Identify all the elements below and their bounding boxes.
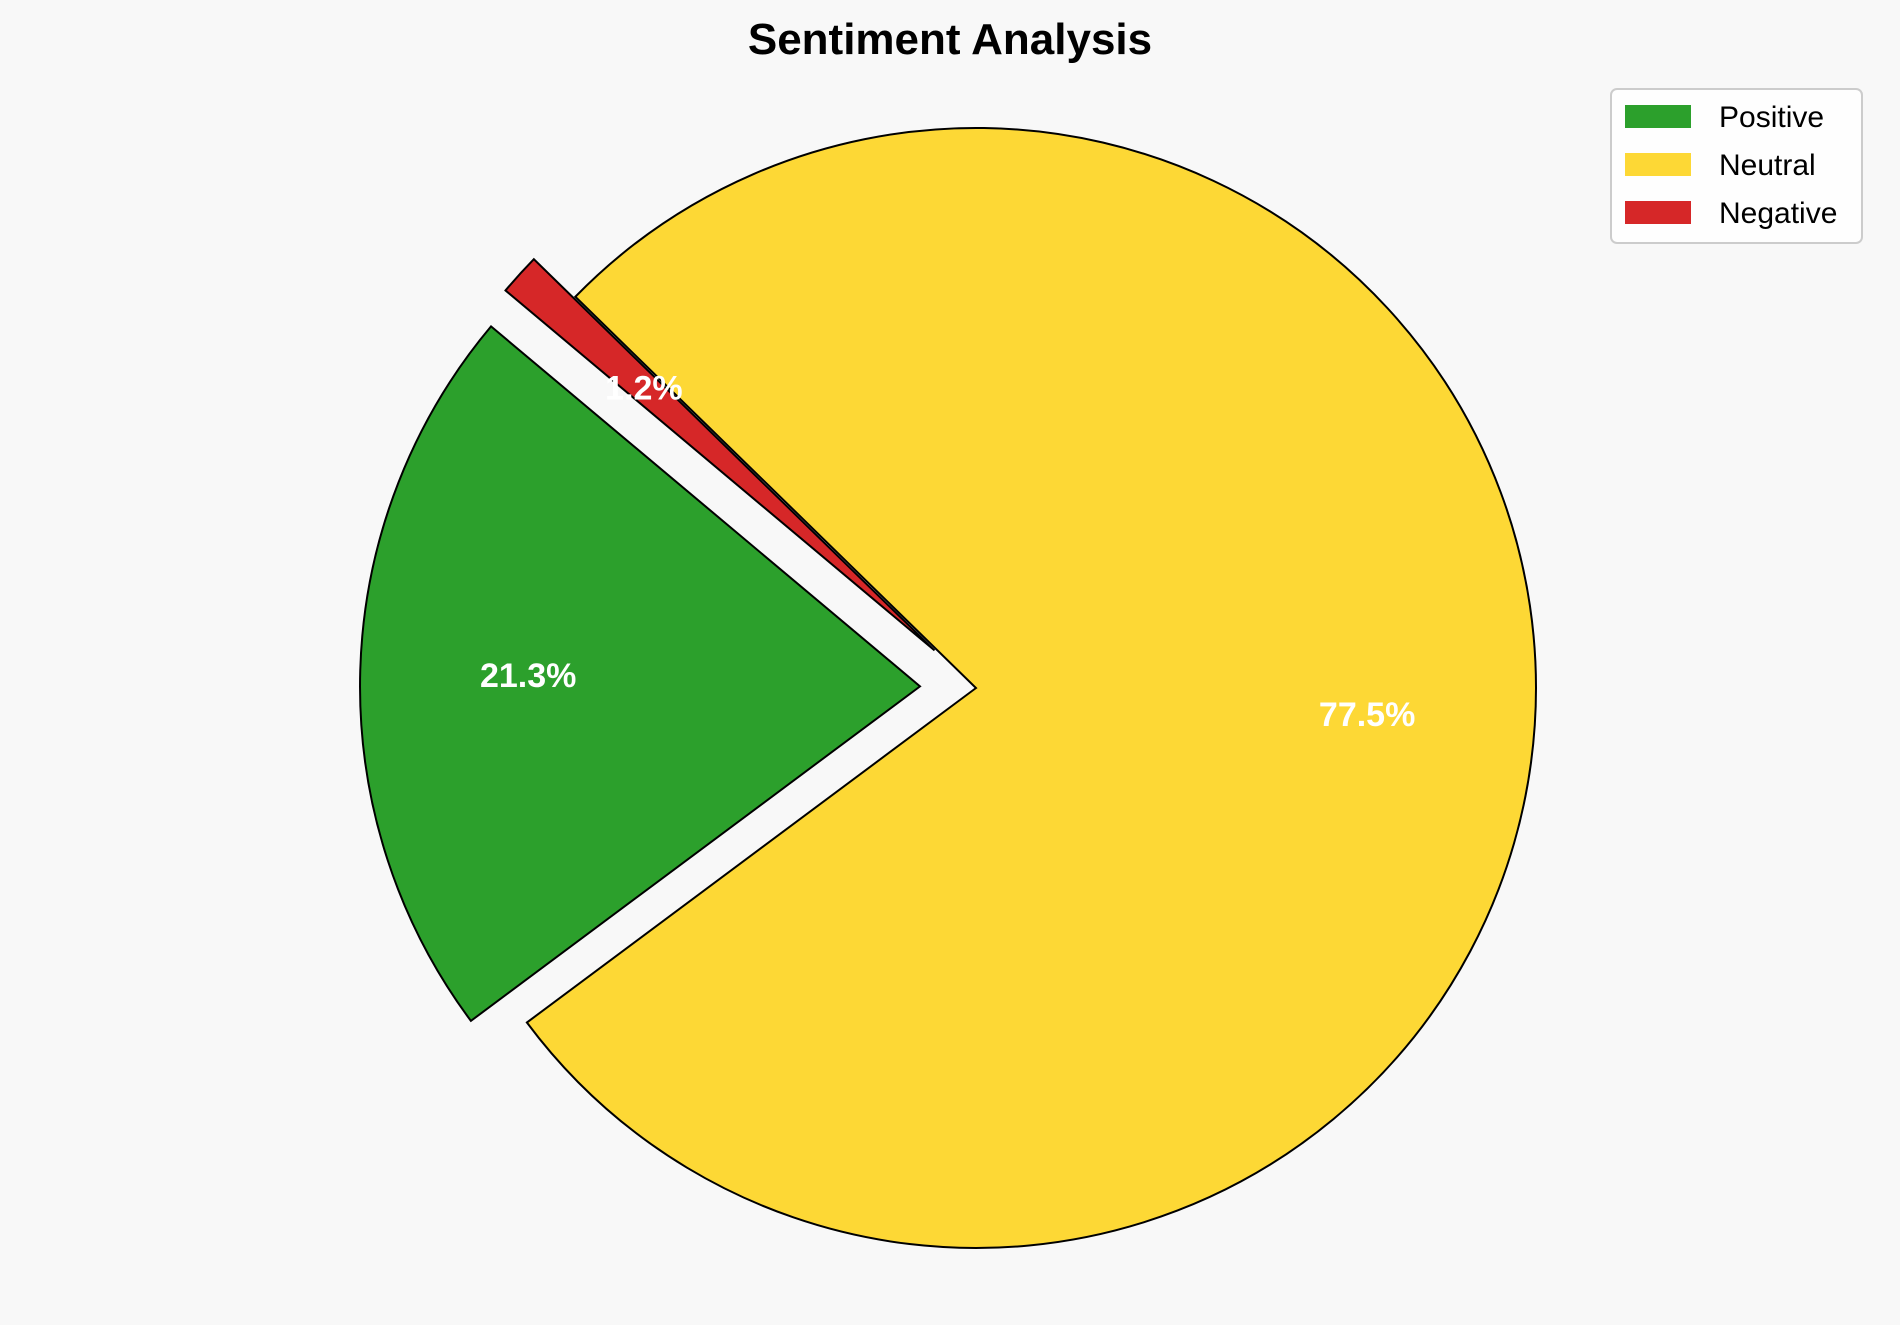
pie-slice-labels: 21.3% 77.5% 1.2% xyxy=(480,369,1415,734)
pie-label-negative: 1.2% xyxy=(605,369,683,407)
chart-title: Sentiment Analysis xyxy=(748,15,1152,64)
legend-swatch-positive xyxy=(1625,105,1691,128)
pie-label-positive: 21.3% xyxy=(480,657,576,695)
legend: Positive Neutral Negative xyxy=(1610,88,1863,244)
legend-label-neutral: Neutral xyxy=(1719,149,1816,182)
pie-label-neutral: 77.5% xyxy=(1319,696,1415,734)
pie-slice-neutral xyxy=(525,127,1537,1249)
legend-swatch-neutral xyxy=(1625,153,1691,176)
pie-slice-positive xyxy=(359,325,922,1023)
legend-swatch-negative xyxy=(1625,201,1691,224)
legend-entries: Positive Neutral Negative xyxy=(1625,101,1837,230)
legend-label-positive: Positive xyxy=(1719,101,1824,134)
pie-slice-negative xyxy=(504,257,936,652)
pie-slices xyxy=(359,127,1537,1249)
legend-label-negative: Negative xyxy=(1719,197,1837,230)
